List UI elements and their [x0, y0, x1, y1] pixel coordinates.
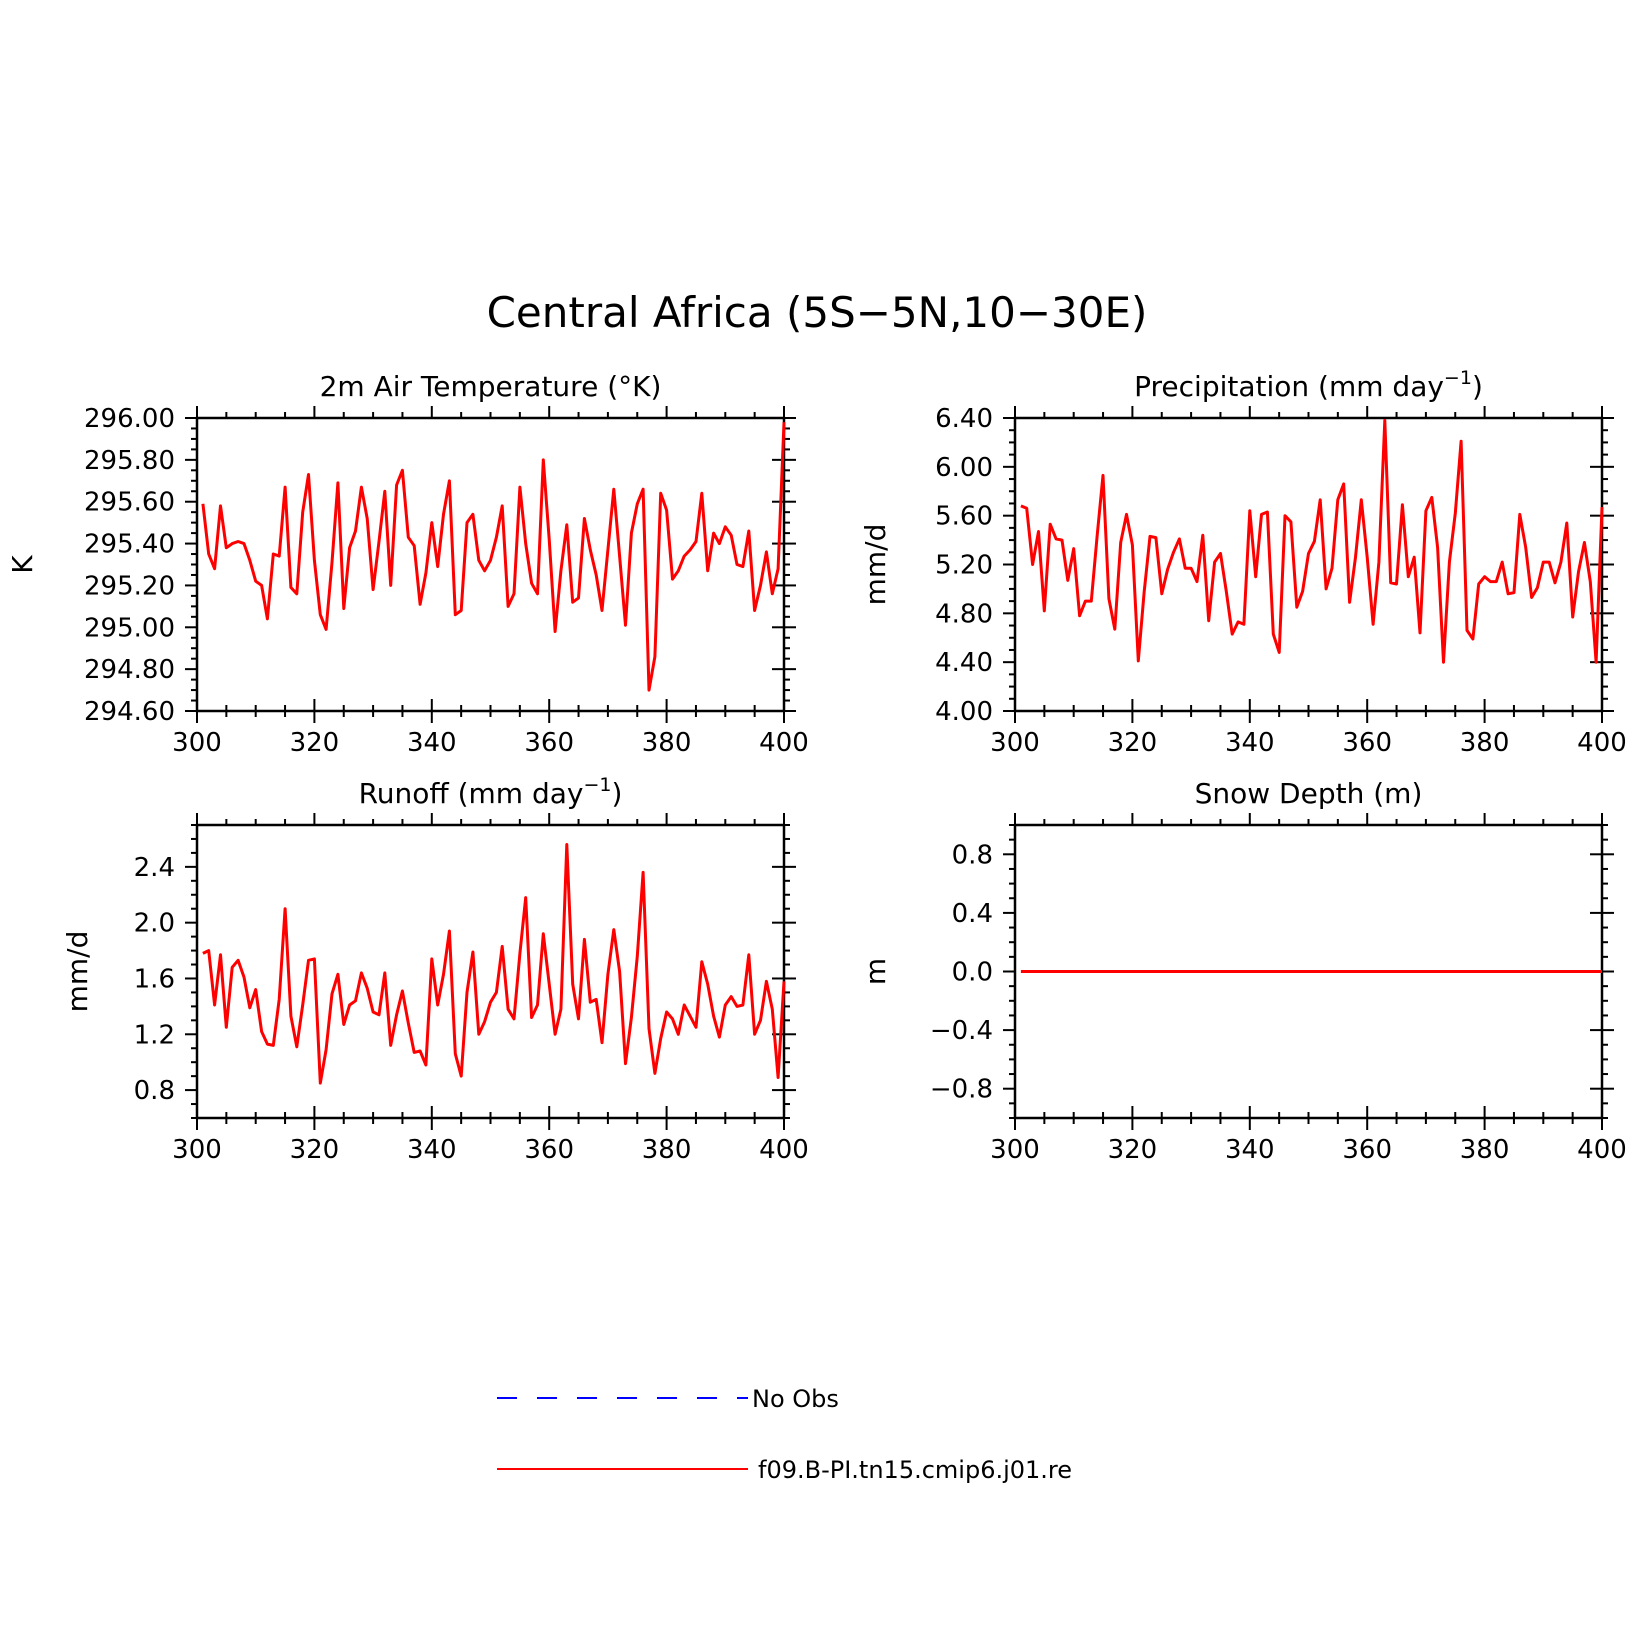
panel-title: Runoff (mm day−1) — [359, 774, 623, 810]
x-tick-label: 400 — [759, 728, 809, 758]
y-tick-label: 0.8 — [952, 840, 993, 870]
y-tick-label: 295.40 — [84, 530, 175, 560]
y-tick-label: 4.40 — [935, 648, 993, 678]
panel-4: 300 320 340 360 380 400 −0.8 −0.4 0.0 0.4 0.8 Snow … — [859, 777, 1627, 1165]
y-tick-label: 5.60 — [935, 502, 993, 532]
y-tick-label: 0.4 — [952, 899, 993, 929]
panel-1: 300 320 340 360 380 400 294.60 294.80 295.00 295.… — [6, 370, 809, 758]
panel-title: 2m Air Temperature (°K) — [320, 370, 662, 403]
x-tick-label: 320 — [290, 1135, 340, 1165]
y-tick-label: 295.20 — [84, 571, 175, 601]
x-tick-label: 340 — [1225, 728, 1275, 758]
y-axis-label: K — [6, 555, 39, 574]
y-tick-label: 6.00 — [935, 453, 993, 483]
y-tick-label: 296.00 — [84, 404, 175, 434]
y-tick-label: 295.80 — [84, 446, 175, 476]
x-tick-label: 380 — [642, 728, 692, 758]
series-line-model — [1020, 418, 1604, 664]
y-tick-label: −0.4 — [930, 1016, 993, 1046]
y-tick-label: 295.60 — [84, 488, 175, 518]
panels: 300 320 340 360 380 400 294.60 294.80 295.00 295.… — [6, 367, 1627, 1165]
x-tick-label: 380 — [1460, 728, 1510, 758]
x-tick-label: 340 — [1225, 1135, 1275, 1165]
y-tick-label: 0.8 — [134, 1076, 175, 1106]
y-tick-label: 4.00 — [935, 697, 993, 727]
series-line-model — [201, 422, 786, 692]
y-axis-label: m — [859, 958, 892, 985]
x-tick-label: 400 — [1577, 728, 1627, 758]
legend: No Obs f09.B-PI.tn15.cmip6.j01.re — [497, 1385, 1072, 1484]
y-tick-label: 294.80 — [84, 655, 175, 685]
y-tick-label: 5.20 — [935, 551, 993, 581]
x-tick-label: 320 — [290, 728, 340, 758]
x-tick-label: 300 — [172, 728, 222, 758]
series-line-model — [202, 843, 786, 1085]
legend-label-no-obs: No Obs — [752, 1385, 839, 1413]
y-tick-label: 0.0 — [952, 958, 993, 988]
y-tick-label: 295.00 — [84, 613, 175, 643]
plot-frame — [195, 823, 786, 1120]
x-tick-label: 360 — [524, 1135, 574, 1165]
x-tick-label: 360 — [1342, 728, 1392, 758]
x-tick-label: 340 — [407, 1135, 457, 1165]
x-tick-label: 300 — [172, 1135, 222, 1165]
x-tick-label: 380 — [1460, 1135, 1510, 1165]
y-tick-label: 1.2 — [134, 1020, 175, 1050]
x-tick-label: 380 — [642, 1135, 692, 1165]
panel-2: 300 320 340 360 380 400 4.00 4.40 4.80 5.20 5.60 6.… — [859, 367, 1627, 758]
plot-frame — [1013, 416, 1604, 713]
y-tick-label: 6.40 — [935, 404, 993, 434]
legend-label-model: f09.B-PI.tn15.cmip6.j01.re — [758, 1456, 1072, 1484]
x-tick-label: 400 — [1577, 1135, 1627, 1165]
x-tick-label: 300 — [990, 728, 1040, 758]
x-tick-label: 400 — [759, 1135, 809, 1165]
y-tick-label: 2.0 — [134, 909, 175, 939]
plot-frame — [195, 416, 786, 713]
x-tick-label: 300 — [990, 1135, 1040, 1165]
panel-3: 300 320 340 360 380 400 0.8 1.2 1.6 2.0 2.4 Runoff … — [61, 774, 809, 1165]
panel-title: Snow Depth (m) — [1195, 777, 1423, 810]
y-tick-label: −0.8 — [930, 1075, 993, 1105]
x-tick-label: 360 — [524, 728, 574, 758]
y-tick-label: 294.60 — [84, 697, 175, 727]
x-tick-label: 340 — [407, 728, 457, 758]
y-tick-label: 4.80 — [935, 599, 993, 629]
x-tick-label: 360 — [1342, 1135, 1392, 1165]
x-tick-label: 320 — [1108, 728, 1158, 758]
y-tick-label: 1.6 — [134, 964, 175, 994]
y-axis-label: mm/d — [61, 931, 94, 1013]
x-tick-label: 320 — [1108, 1135, 1158, 1165]
main-title: Central Africa (5S−5N,10−30E) — [487, 288, 1148, 337]
y-axis-label: mm/d — [859, 524, 892, 606]
panel-title: Precipitation (mm day−1) — [1134, 367, 1483, 403]
y-tick-label: 2.4 — [134, 853, 175, 883]
